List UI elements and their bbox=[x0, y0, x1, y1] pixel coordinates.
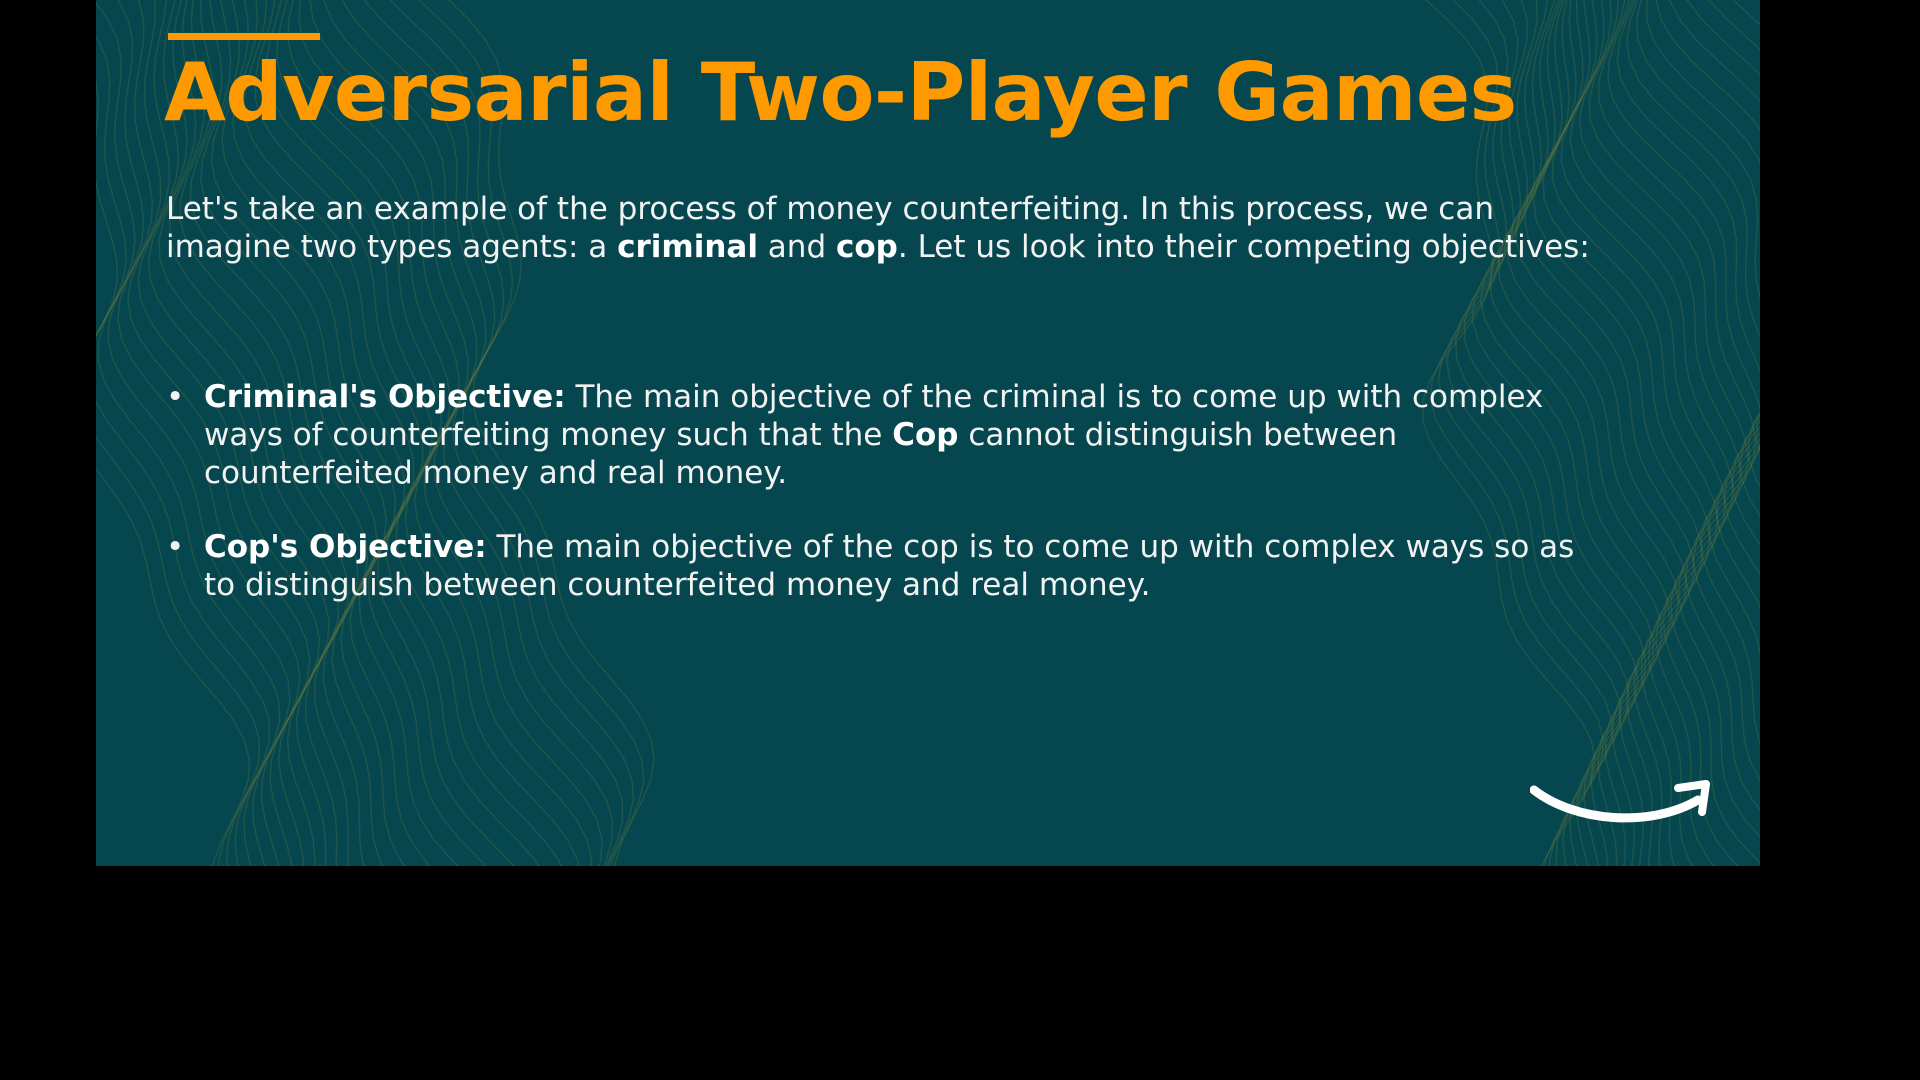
intro-paragraph: Let's take an example of the process of … bbox=[166, 190, 1606, 266]
bullet-text: The main objective of the criminal is to… bbox=[204, 379, 1544, 453]
bullet-dot-icon: • bbox=[166, 529, 185, 565]
intro-text-2: and bbox=[757, 229, 836, 265]
intro-bold-cop: cop bbox=[835, 229, 898, 265]
list-item-cop-objective: • Cop's Objective: The main objective of … bbox=[166, 528, 1606, 604]
bullet-heading: Cop's Objective: bbox=[204, 529, 487, 565]
intro-text-3: . Let us look into their competing objec… bbox=[897, 229, 1590, 265]
presentation-slide: Adversarial Two-Player Games Let's take … bbox=[96, 0, 1760, 866]
title-accent-bar bbox=[168, 33, 320, 40]
bullet-text: The main objective of the cop is to come… bbox=[204, 529, 1575, 603]
wave-pattern-background bbox=[96, 0, 1760, 866]
objectives-list: • Criminal's Objective: The main objectiv… bbox=[166, 378, 1606, 604]
bullet-heading: Criminal's Objective: bbox=[204, 379, 566, 415]
bullet-dot-icon: • bbox=[166, 379, 185, 415]
amazon-smile-arrow-icon bbox=[1530, 780, 1710, 823]
slide-title: Adversarial Two-Player Games bbox=[164, 46, 1517, 139]
intro-text-1: Let's take an example of the process of … bbox=[166, 191, 1494, 265]
intro-bold-criminal: criminal bbox=[617, 229, 758, 265]
bullet-bold-cop: Cop bbox=[892, 417, 959, 453]
bullet-text-end: cannot distinguish between counterfeited… bbox=[204, 417, 1398, 491]
list-item-criminal-objective: • Criminal's Objective: The main objectiv… bbox=[166, 378, 1606, 492]
